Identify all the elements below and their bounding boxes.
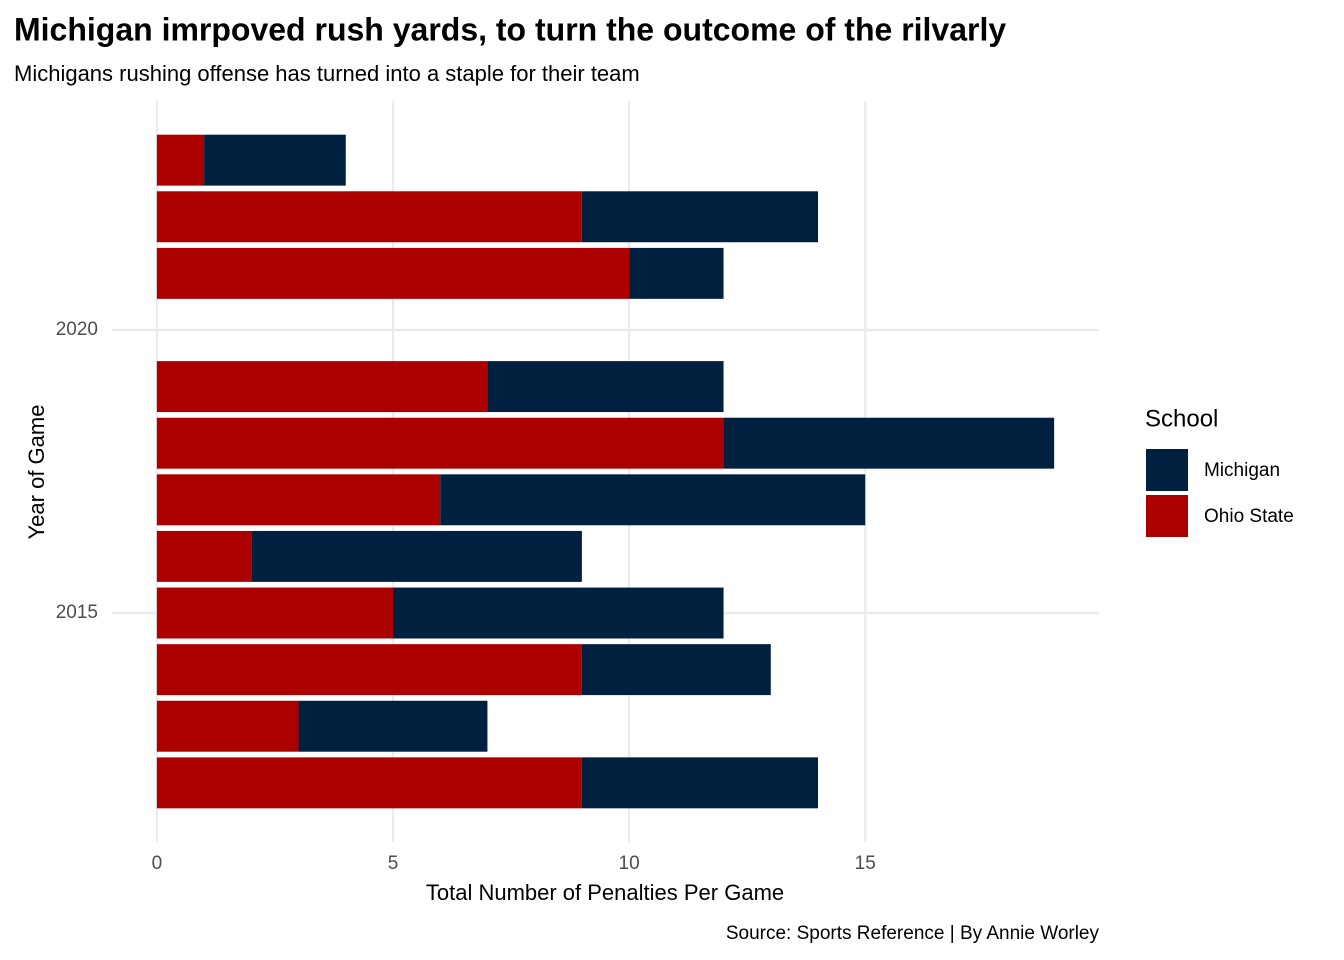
legend-label: Michigan [1204,460,1280,481]
bar-segment [204,134,346,186]
bar-segment [156,474,441,526]
x-tick-label: 0 [152,853,163,874]
bar-segment [629,247,724,299]
bar-segment [156,700,299,752]
bar-segment [251,530,582,582]
legend-swatch [1146,449,1188,491]
bar-segment [440,474,866,526]
bar-segment [487,361,724,413]
bar-segment [156,417,724,469]
x-tick-label: 15 [855,853,876,874]
bar-segment [581,191,819,243]
y-axis-title: Year of Game [24,405,49,540]
chart-title: Michigan imrpoved rush yards, to turn th… [14,11,1006,47]
legend-swatch [1146,495,1188,537]
caption: Source: Sports Reference | By Annie Worl… [726,923,1100,944]
y-tick-label: 2015 [56,602,98,623]
bar-segment [392,587,724,639]
bar-segment [723,417,1055,469]
bar-segment [156,530,252,582]
bar-segment [581,644,771,696]
bar-segment [156,644,582,696]
bar-segment [156,361,488,413]
bar-segment [298,700,488,752]
x-axis-title: Total Number of Penalties Per Game [426,880,784,905]
bar-segment [156,191,582,243]
bar-segment [156,757,582,809]
legend-title: School [1145,405,1218,432]
bar-segment [156,134,205,186]
bar-segment [581,757,819,809]
x-tick-label: 10 [619,853,640,874]
x-tick-label: 5 [388,853,399,874]
chart-subtitle: Michigans rushing offense has turned int… [14,61,640,86]
y-tick-label: 2020 [56,319,98,340]
bar-segment [156,247,630,299]
bar-segment [156,587,393,639]
legend-label: Ohio State [1204,506,1294,527]
